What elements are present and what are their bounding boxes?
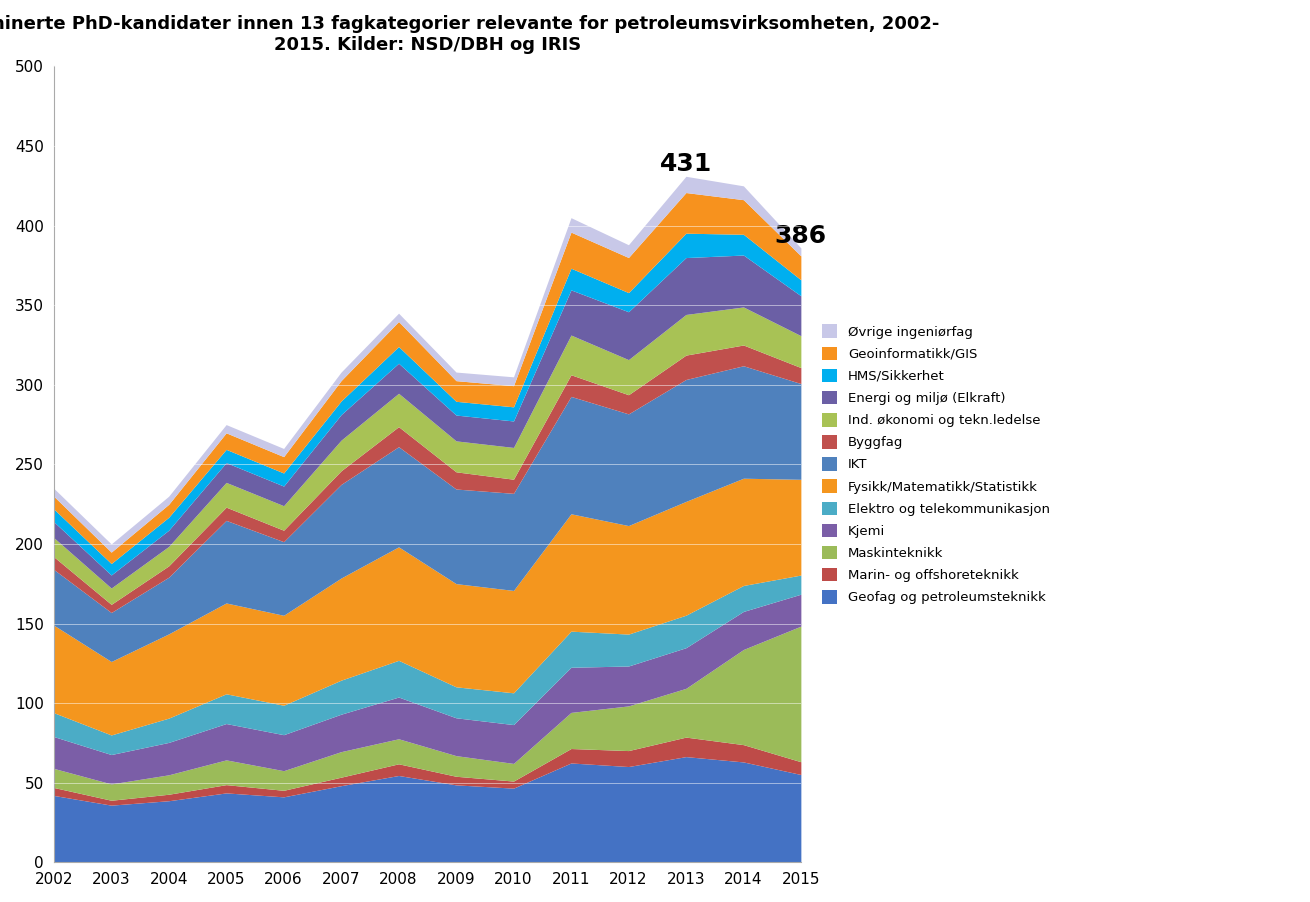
Text: 431: 431 bbox=[660, 152, 713, 176]
Legend: Øvrige ingeniørfag, Geoinformatikk/GIS, HMS/Sikkerhet, Energi og miljø (Elkraft): Øvrige ingeniørfag, Geoinformatikk/GIS, … bbox=[815, 318, 1057, 611]
Title: Uteksaminerte PhD-kandidater innen 13 fagkategorier relevante for petroleumsvirk: Uteksaminerte PhD-kandidater innen 13 fa… bbox=[0, 15, 939, 54]
Text: 386: 386 bbox=[774, 224, 827, 248]
